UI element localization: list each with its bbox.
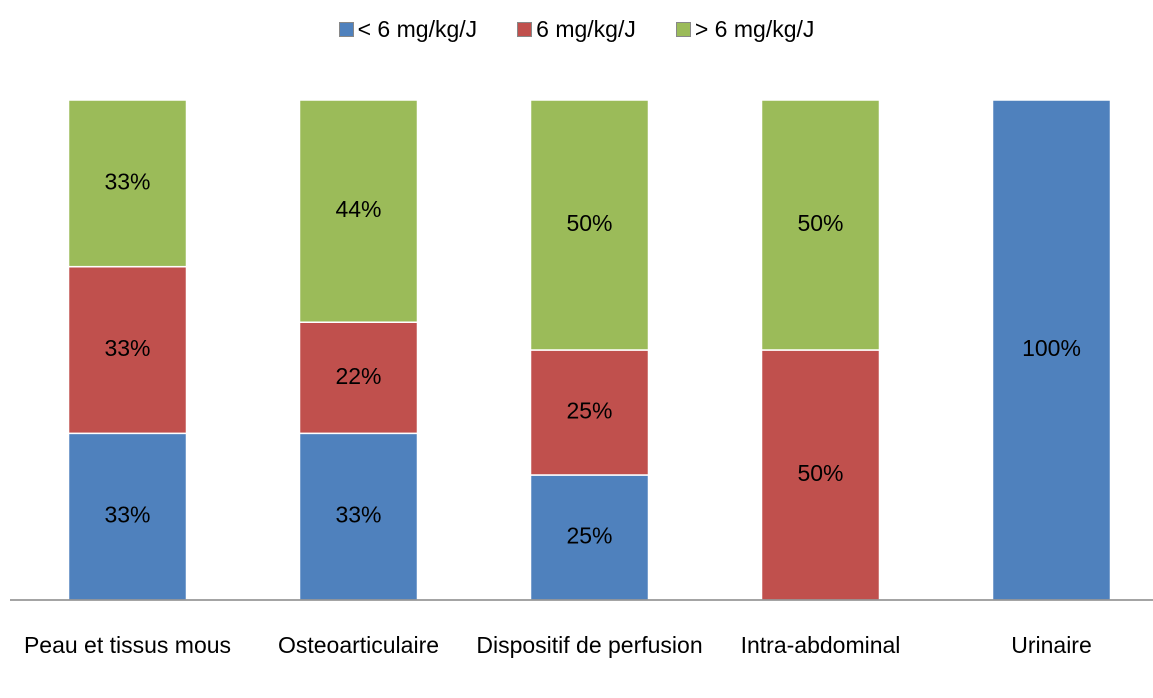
data-label: 22% — [335, 363, 381, 389]
legend-swatch — [338, 22, 354, 37]
legend-item: > 6 mg/kg/J — [675, 16, 815, 43]
legend: < 6 mg/kg/J 6 mg/kg/J > 6 mg/kg/J — [0, 16, 1153, 43]
legend-label: < 6 mg/kg/J — [357, 16, 478, 42]
data-label: 100% — [1022, 335, 1081, 361]
bar-segment — [760, 349, 881, 601]
data-label: 33% — [335, 502, 381, 528]
legend-swatch — [675, 22, 691, 37]
data-label: 33% — [104, 335, 150, 361]
x-tick-label: Dispositif de perfusion — [476, 632, 703, 658]
data-label: 44% — [335, 196, 381, 222]
x-tick-label: Peau et tissus mous — [23, 632, 232, 658]
bar-segment — [529, 349, 650, 476]
legend-swatch — [517, 22, 533, 37]
bar-segment — [298, 99, 419, 323]
bar-segment — [760, 99, 881, 351]
legend-label: 6 mg/kg/J — [536, 16, 636, 42]
x-tick-label: Intra-abdominal — [740, 632, 901, 658]
bar-segment — [67, 432, 188, 601]
data-label: 50% — [797, 210, 843, 236]
x-tick-label: Osteoarticulaire — [277, 632, 440, 658]
bar-segment — [991, 99, 1112, 601]
bar-segment — [67, 99, 188, 268]
legend-item: 6 mg/kg/J — [517, 16, 636, 43]
legend-item: < 6 mg/kg/J — [338, 16, 478, 43]
data-label: 25% — [566, 523, 612, 549]
x-tick-label: Urinaire — [1011, 632, 1092, 658]
bar-segment — [298, 321, 419, 435]
data-label: 50% — [797, 460, 843, 486]
data-label: 25% — [566, 398, 612, 424]
bar-segment — [298, 432, 419, 601]
legend-label: > 6 mg/kg/J — [694, 16, 815, 42]
bar-segment — [529, 99, 650, 351]
data-label: 33% — [104, 502, 150, 528]
data-label: 50% — [566, 210, 612, 236]
bar-segment — [67, 265, 188, 435]
data-label: 33% — [104, 168, 150, 194]
